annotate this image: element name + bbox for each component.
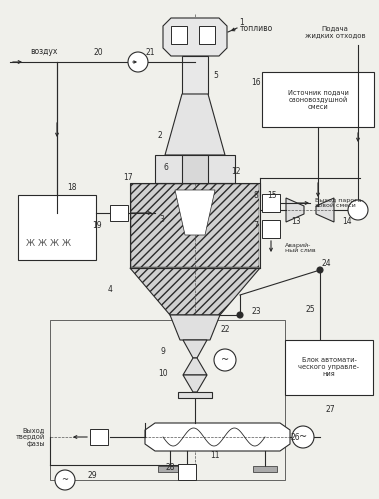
Polygon shape [130, 268, 260, 315]
Text: 24: 24 [321, 259, 331, 268]
Text: 11: 11 [210, 452, 220, 461]
Bar [253, 466, 277, 472]
Text: Подача
жидких отходов: Подача жидких отходов [305, 25, 365, 38]
Text: Выход парога-
зовой смеси: Выход парога- зовой смеси [315, 198, 363, 209]
Text: 16: 16 [251, 77, 261, 86]
Polygon shape [316, 198, 334, 222]
Text: 1: 1 [240, 17, 244, 26]
Text: ~: ~ [221, 355, 229, 365]
Text: 14: 14 [342, 218, 352, 227]
Polygon shape [175, 190, 215, 235]
Text: Блок автомати-
ческого управле-
ния: Блок автомати- ческого управле- ния [299, 357, 360, 378]
Text: топливо: топливо [240, 23, 273, 32]
Text: 18: 18 [67, 184, 77, 193]
Bar [262, 220, 280, 238]
Text: 26: 26 [290, 434, 300, 443]
Text: 20: 20 [93, 47, 103, 56]
Text: 10: 10 [158, 369, 168, 379]
Circle shape [55, 470, 75, 490]
Bar [90, 429, 108, 445]
Bar [285, 340, 373, 395]
Circle shape [128, 52, 148, 72]
Bar [182, 56, 208, 94]
Bar [19, 225, 95, 259]
Bar [50, 320, 285, 480]
Text: 28: 28 [165, 464, 175, 473]
Polygon shape [183, 358, 207, 375]
Polygon shape [165, 94, 225, 155]
Polygon shape [170, 315, 220, 340]
Text: Выход
твердой
фазы: Выход твердой фазы [16, 427, 45, 447]
Circle shape [317, 267, 323, 273]
Bar [155, 155, 235, 183]
Text: ~: ~ [299, 432, 307, 442]
Text: 9: 9 [161, 347, 166, 356]
Text: 23: 23 [251, 307, 261, 316]
Text: Ж: Ж [61, 239, 70, 248]
Bar [19, 225, 95, 259]
Text: Ж: Ж [25, 239, 34, 248]
Bar [18, 195, 96, 260]
Text: 7: 7 [254, 222, 258, 231]
Text: 8: 8 [254, 192, 258, 201]
Circle shape [214, 349, 236, 371]
Circle shape [292, 426, 314, 448]
Circle shape [237, 312, 243, 318]
Text: Аварий-
ный слив: Аварий- ный слив [285, 243, 316, 253]
Text: 27: 27 [325, 406, 335, 415]
Polygon shape [163, 18, 227, 56]
Text: Ж: Ж [50, 239, 58, 248]
Bar [182, 155, 208, 183]
Bar [158, 466, 182, 472]
Bar [171, 26, 187, 44]
Polygon shape [145, 423, 290, 451]
Text: 22: 22 [220, 325, 230, 334]
Text: 4: 4 [108, 285, 113, 294]
Text: 17: 17 [123, 174, 133, 183]
Text: 6: 6 [164, 164, 168, 173]
Text: 15: 15 [267, 192, 277, 201]
Text: воздух: воздух [30, 47, 57, 56]
Text: 12: 12 [231, 168, 241, 177]
Bar [130, 183, 260, 268]
Text: 3: 3 [160, 216, 164, 225]
Text: ~: ~ [61, 476, 69, 485]
Circle shape [348, 200, 368, 220]
Bar [110, 205, 128, 221]
Text: 29: 29 [87, 472, 97, 481]
Bar [262, 72, 374, 127]
Text: 21: 21 [145, 47, 155, 56]
Polygon shape [183, 375, 207, 392]
Polygon shape [183, 340, 207, 358]
Text: 5: 5 [213, 70, 218, 79]
Text: 19: 19 [92, 222, 102, 231]
Bar [178, 464, 196, 480]
Polygon shape [286, 198, 304, 222]
Text: 2: 2 [158, 131, 162, 140]
Bar [131, 184, 259, 267]
Text: Ж: Ж [38, 239, 47, 248]
Text: Источник подачи
озоновоздушной
смеси: Источник подачи озоновоздушной смеси [288, 89, 348, 110]
Text: 25: 25 [305, 305, 315, 314]
Bar [178, 392, 212, 398]
Bar [199, 26, 215, 44]
Bar [262, 194, 280, 212]
Text: 13: 13 [291, 218, 301, 227]
